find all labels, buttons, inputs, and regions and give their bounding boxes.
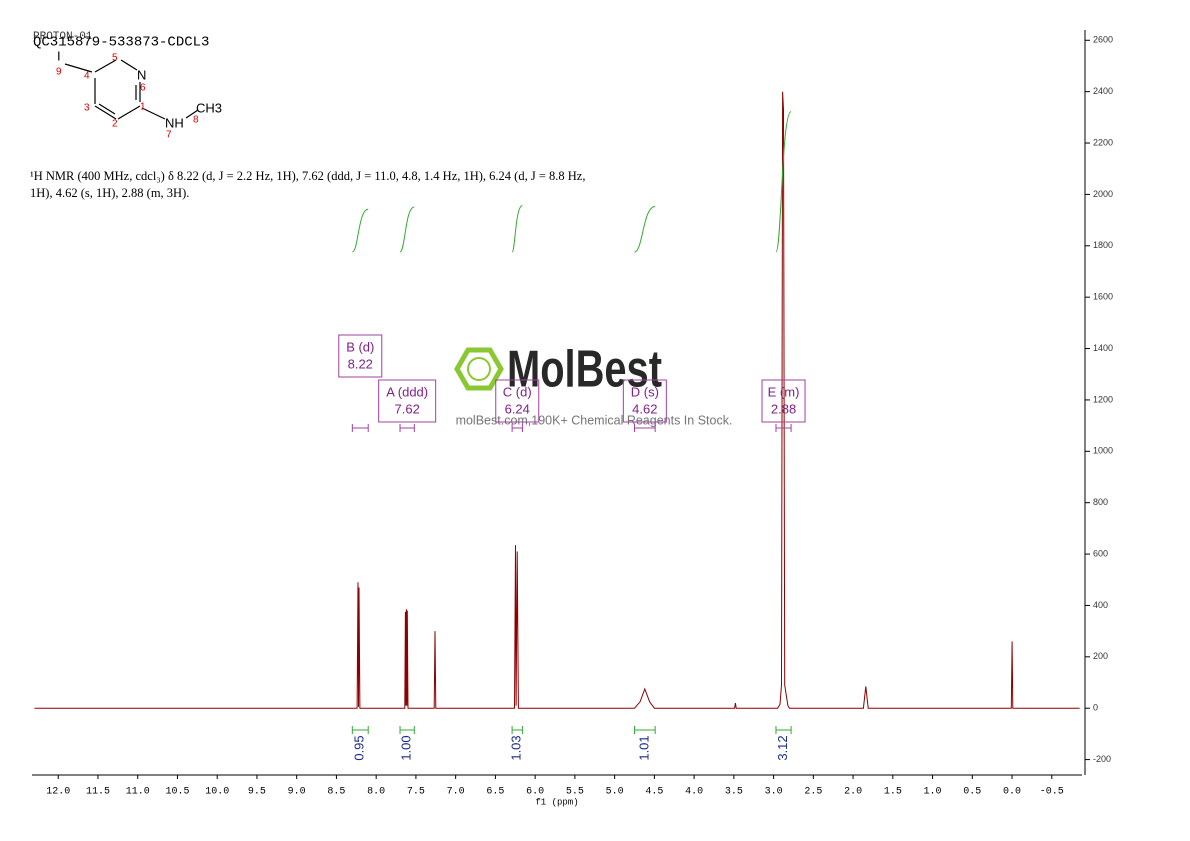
multiplet-shift: 4.62: [632, 401, 657, 416]
integral-label: 1.00: [399, 735, 414, 760]
integral-range: [633, 726, 656, 734]
locant: 3: [84, 103, 90, 114]
multiplet-name: B (d): [346, 339, 374, 354]
y-tick-label: 2200: [1093, 137, 1113, 147]
integral-label: 0.95: [352, 735, 367, 760]
multiplet-shift: 6.24: [505, 401, 530, 416]
x-tick-label: 2.0: [844, 787, 862, 798]
locant: 5: [112, 53, 118, 64]
multiplet-name: A (ddd): [386, 384, 428, 399]
atom-label: I: [57, 48, 61, 63]
integral-curve: [351, 208, 369, 253]
atom-label: N: [137, 67, 146, 82]
multiplet-box: [622, 379, 667, 423]
watermark: MolBest molBest.com,190K+ Chemical Reage…: [454, 341, 733, 427]
integral-label: 3.12: [775, 735, 790, 760]
multiplet-range: [399, 424, 415, 432]
x-tick-label: 6.5: [486, 787, 504, 798]
locant: 8: [193, 115, 199, 126]
locant: 1: [140, 102, 146, 113]
multiplet-box: [338, 334, 383, 378]
multiplet-range: [511, 424, 523, 432]
x-axis-label: f1 (ppm): [535, 797, 578, 807]
x-tick-label: 7.0: [447, 787, 465, 798]
x-tick-label: 10.0: [205, 787, 229, 798]
y-tick-label: 600: [1093, 548, 1108, 558]
multiplet-name: C (d): [503, 384, 532, 399]
locant: 2: [112, 119, 118, 130]
x-tick-label: 9.5: [248, 787, 266, 798]
structure-bonds: [64, 59, 199, 120]
integral-label: 1.03: [509, 735, 524, 760]
watermark-text: molBest.com,190K+ Chemical Reagents In S…: [456, 413, 733, 427]
nmr-description: ¹H NMR (400 MHz, cdcl₃) δ 8.22 (d, J = 2…: [30, 169, 586, 200]
y-tick-label: 1400: [1093, 343, 1113, 353]
locant: 7: [166, 130, 172, 141]
x-tick-label: 2.5: [804, 787, 822, 798]
x-tick-label: 0.5: [963, 787, 981, 798]
x-tick-label: 7.5: [407, 787, 425, 798]
x-tick-label: 8.5: [327, 787, 345, 798]
integral-curve: [399, 206, 415, 253]
multiplet-box: [761, 379, 806, 423]
title: QC315879-533873-CDCL3: [33, 35, 209, 51]
y-tick-label: 2400: [1093, 86, 1113, 96]
integral-range: [399, 726, 415, 734]
y-tick-label: 1600: [1093, 292, 1113, 302]
overlay-title: PROTON-01: [33, 31, 93, 43]
x-tick-label: -0.5: [1040, 787, 1064, 798]
multiplet-name: D (s): [631, 384, 659, 399]
multiplet-name: E (m): [768, 384, 800, 399]
multiplet-shift: 8.22: [348, 356, 373, 371]
x-tick-label: 12.0: [46, 787, 70, 798]
locant: 6: [140, 83, 146, 94]
atom-label: NH: [165, 115, 184, 130]
y-tick-label: 1200: [1093, 394, 1113, 404]
x-tick-label: 3.5: [725, 787, 743, 798]
integral-curve: [775, 111, 792, 253]
x-tick-label: 1.5: [884, 787, 902, 798]
y-tick-label: 200: [1093, 651, 1108, 661]
x-tick-label: 8.0: [367, 787, 385, 798]
integral-curve: [634, 206, 656, 253]
x-tick-label: 5.0: [606, 787, 624, 798]
multiplet-range: [633, 424, 656, 432]
y-tick-label: -200: [1093, 754, 1111, 764]
y-tick-label: 1000: [1093, 446, 1113, 456]
watermark-logo: MolBest: [507, 341, 662, 399]
x-tick-label: 0.0: [1003, 787, 1021, 798]
integral-curve: [511, 205, 523, 253]
y-tick-label: 2000: [1093, 189, 1113, 199]
multiplet-box: [495, 379, 540, 423]
integral-range: [511, 726, 523, 734]
integral-range: [775, 726, 792, 734]
y-tick-label: 800: [1093, 497, 1108, 507]
x-tick-label: 6.0: [526, 787, 544, 798]
x-tick-label: 11.0: [126, 787, 150, 798]
y-tick-label: 1800: [1093, 240, 1113, 250]
x-tick-label: 10.5: [165, 787, 189, 798]
multiplet-shift: 2.88: [771, 401, 796, 416]
multiplet-box: [378, 379, 437, 423]
integral-label: 1.01: [636, 735, 651, 760]
y-tick-label: 400: [1093, 600, 1108, 610]
x-tick-label: 11.5: [86, 787, 110, 798]
spectrum: [34, 91, 1080, 709]
x-tick-label: 1.0: [924, 787, 942, 798]
x-tick-label: 4.0: [685, 787, 703, 798]
y-tick-label: 2600: [1093, 35, 1113, 45]
locant: 9: [56, 67, 62, 78]
x-tick-label: 9.0: [288, 787, 306, 798]
multiplet-shift: 7.62: [395, 401, 420, 416]
x-tick-label: 4.5: [645, 787, 663, 798]
y-tick-label: 0: [1093, 703, 1098, 713]
atom-label: CH3: [196, 100, 222, 115]
x-tick-label: 3.0: [765, 787, 783, 798]
locant: 4: [84, 71, 90, 82]
multiplet-range: [775, 424, 792, 432]
multiplet-range: [351, 424, 369, 432]
integral-range: [351, 726, 369, 734]
x-tick-label: 5.5: [566, 787, 584, 798]
